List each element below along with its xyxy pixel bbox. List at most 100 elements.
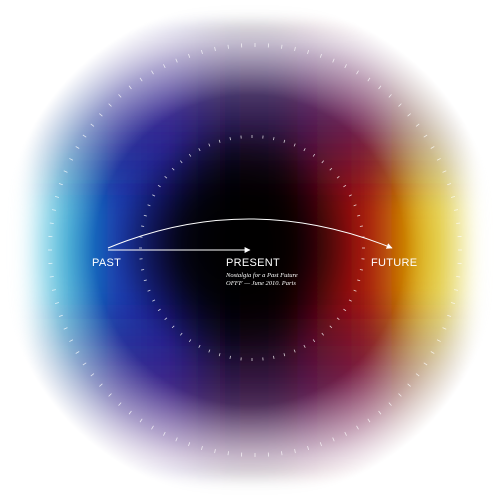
outer-tick xyxy=(139,418,143,423)
inner-tick xyxy=(357,279,361,282)
inner-tick xyxy=(171,325,175,329)
outer-tick xyxy=(118,402,122,406)
outer-tick xyxy=(128,85,132,90)
inner-tick xyxy=(188,339,192,343)
inner-tick xyxy=(329,325,333,329)
inner-tick xyxy=(303,148,306,152)
outer-tick xyxy=(75,146,80,149)
outer-tick xyxy=(344,64,347,69)
outer-tick xyxy=(163,431,166,436)
outer-tick xyxy=(378,85,382,90)
outer-tick xyxy=(423,134,428,138)
inner-tick xyxy=(348,299,352,302)
outer-tick xyxy=(63,327,68,330)
inner-tick xyxy=(147,289,151,292)
outer-tick xyxy=(175,58,178,63)
outer-tick xyxy=(82,134,87,138)
outer-tick xyxy=(344,431,347,436)
future-arc-arrow xyxy=(107,218,393,249)
outer-tick xyxy=(294,46,296,51)
outer-tick xyxy=(90,373,95,377)
past-label: PAST xyxy=(92,257,121,269)
outer-tick xyxy=(54,196,60,198)
outer-tick xyxy=(450,302,456,304)
inner-tick xyxy=(152,299,156,302)
inner-tick xyxy=(157,184,161,188)
outer-tick xyxy=(398,103,402,107)
outer-tick xyxy=(356,425,359,430)
outer-tick xyxy=(356,70,359,75)
outer-tick xyxy=(49,276,54,278)
inner-tick xyxy=(152,194,156,197)
outer-tick xyxy=(388,94,392,98)
inner-tick xyxy=(218,353,221,357)
inner-tick xyxy=(321,332,324,336)
inner-tick xyxy=(357,214,361,217)
outer-tick xyxy=(332,58,335,63)
outer-tick xyxy=(90,123,95,127)
outer-tick xyxy=(430,351,435,354)
outer-tick xyxy=(281,44,283,49)
inner-tick xyxy=(273,137,275,141)
inner-tick xyxy=(283,353,286,357)
outer-tick xyxy=(454,209,459,211)
inner-tick xyxy=(180,160,183,164)
outer-tick xyxy=(49,222,54,224)
inner-tick xyxy=(164,317,168,320)
inner-tick xyxy=(180,332,183,336)
outer-tick xyxy=(398,393,402,397)
inner-tick xyxy=(303,344,306,348)
inner-tick xyxy=(312,153,316,157)
outer-tick xyxy=(447,314,452,317)
inner-tick xyxy=(283,139,286,143)
outer-tick xyxy=(456,276,461,278)
outer-tick xyxy=(319,53,322,58)
present-label: PRESENT xyxy=(226,257,280,269)
inner-tick xyxy=(343,184,347,188)
outer-tick xyxy=(442,170,447,173)
outer-tick xyxy=(307,49,309,55)
inner-tick xyxy=(229,137,231,141)
inner-tick xyxy=(164,176,168,179)
inner-tick xyxy=(293,349,296,353)
inner-tick-ring xyxy=(139,135,365,361)
inner-tick xyxy=(336,317,340,320)
outer-tick xyxy=(456,222,461,224)
outer-tick xyxy=(407,383,411,387)
inner-tick xyxy=(198,344,201,348)
inner-tick xyxy=(208,349,211,353)
outer-tick xyxy=(294,449,296,454)
outer-tick xyxy=(388,402,392,406)
outer-tick-ring xyxy=(48,43,462,457)
inner-tick xyxy=(208,143,211,147)
inner-tick xyxy=(321,160,324,164)
inner-tick xyxy=(312,339,316,343)
inner-tick xyxy=(143,279,147,282)
caption-event: OFFF — June 2010. Paris xyxy=(226,280,296,287)
inner-tick xyxy=(329,167,333,171)
inner-tick xyxy=(348,194,352,197)
outer-tick xyxy=(307,445,309,451)
inner-tick xyxy=(141,269,145,271)
outer-tick xyxy=(139,77,143,82)
outer-tick xyxy=(430,146,435,149)
outer-tick xyxy=(99,113,103,117)
inner-tick xyxy=(343,308,347,312)
outer-tick xyxy=(201,445,203,451)
inner-tick xyxy=(157,308,161,312)
outer-tick xyxy=(51,209,56,211)
outer-tick xyxy=(69,158,74,161)
inner-tick xyxy=(273,355,275,359)
outer-tick xyxy=(188,442,191,447)
outer-tick xyxy=(281,451,283,456)
outer-tick xyxy=(367,77,371,82)
outer-tick xyxy=(214,46,216,51)
inner-tick xyxy=(359,269,363,271)
outer-tick xyxy=(227,44,229,49)
inner-tick xyxy=(353,289,357,292)
inner-tick xyxy=(353,204,357,207)
outer-tick xyxy=(454,289,459,291)
outer-tick xyxy=(415,123,420,127)
outer-tick xyxy=(436,158,441,161)
